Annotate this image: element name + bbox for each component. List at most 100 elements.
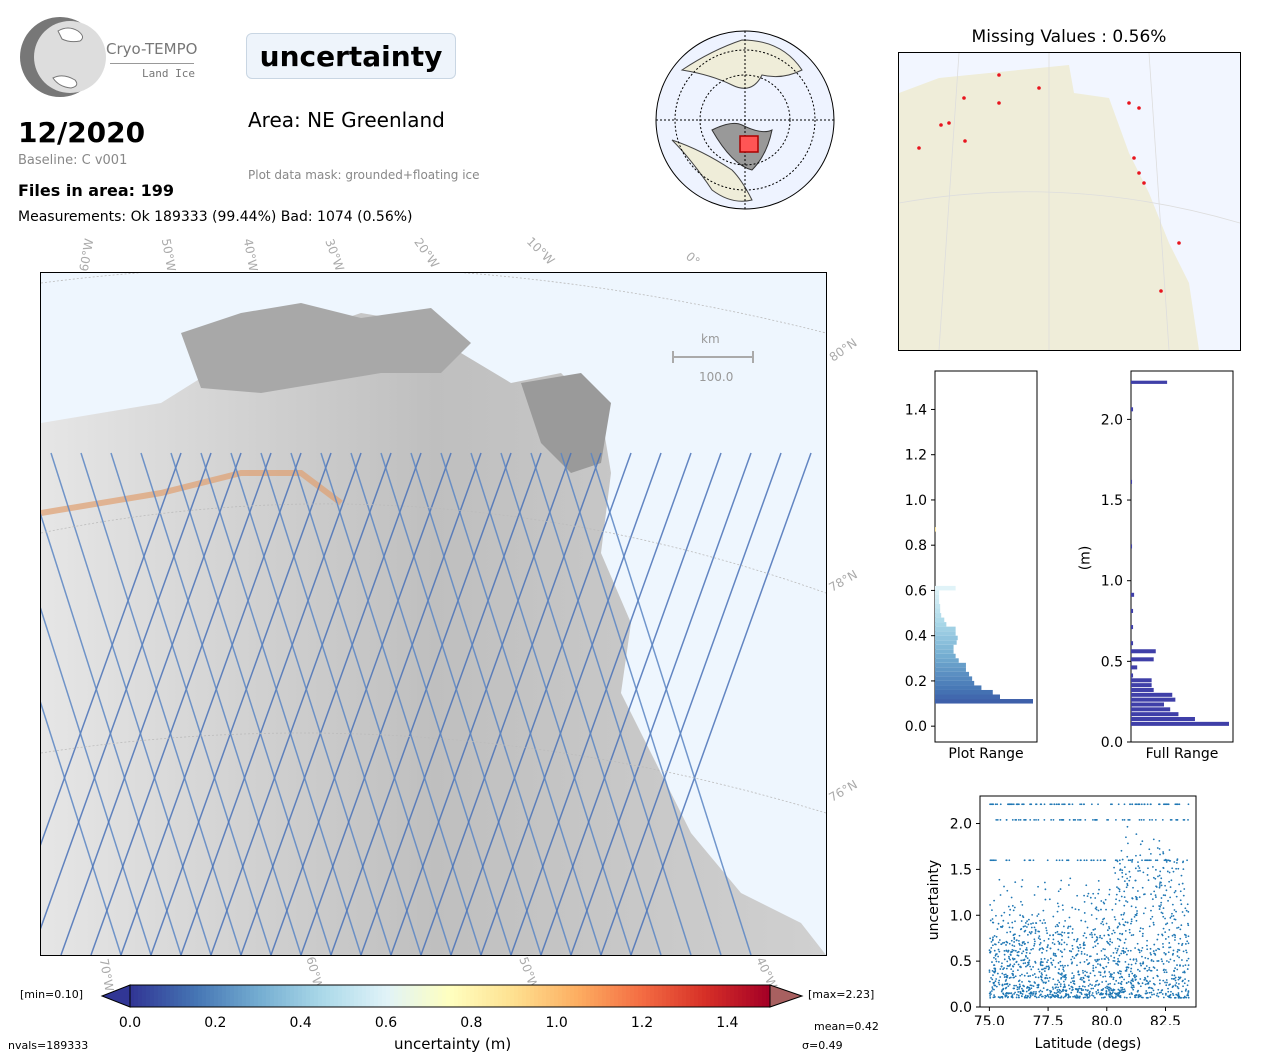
scatter-point bbox=[1016, 988, 1019, 991]
scatter-point bbox=[988, 992, 991, 995]
scatter-point bbox=[1052, 818, 1055, 821]
scatter-point bbox=[1171, 934, 1174, 937]
hist-bar bbox=[1131, 657, 1154, 662]
scatter-point bbox=[1187, 803, 1190, 806]
scatter-point bbox=[1082, 996, 1085, 999]
scatter-point bbox=[1123, 941, 1126, 944]
scatter-point bbox=[1025, 996, 1027, 999]
scatter-point bbox=[1186, 968, 1189, 970]
scatter-point bbox=[1135, 994, 1137, 996]
scatter-point bbox=[1121, 818, 1124, 821]
scatter-point bbox=[1023, 996, 1026, 998]
scatter-point bbox=[1174, 967, 1176, 970]
scatter-point bbox=[989, 994, 991, 997]
scatter-point bbox=[1120, 913, 1123, 916]
scatter-point bbox=[1094, 945, 1097, 948]
scatter-point bbox=[1187, 957, 1190, 960]
scatter-point bbox=[1106, 987, 1109, 990]
scatter-point bbox=[1084, 818, 1087, 821]
scatter-point bbox=[1169, 818, 1172, 821]
colorbar-segment bbox=[354, 985, 359, 1007]
scatter-point bbox=[1136, 910, 1138, 912]
scatter-point bbox=[1088, 955, 1091, 958]
scatter-point bbox=[1021, 803, 1023, 806]
scatter-point bbox=[1024, 942, 1026, 945]
colorbar-tick-label: 1.4 bbox=[716, 1015, 739, 1031]
scatter-point bbox=[1086, 926, 1089, 929]
scatter-point bbox=[1162, 946, 1165, 948]
scatter-point bbox=[991, 944, 994, 947]
scatter-point bbox=[1137, 982, 1140, 985]
colorbar-segment bbox=[234, 985, 239, 1007]
missing-point bbox=[947, 121, 951, 125]
scatter-point bbox=[1154, 859, 1157, 862]
scatter-point bbox=[1023, 985, 1025, 988]
colorbar-max-extend bbox=[769, 984, 804, 1008]
scatter-point bbox=[1056, 902, 1059, 905]
scatter-point bbox=[1174, 976, 1177, 979]
colorbar-segment bbox=[174, 985, 179, 1007]
scatter-point bbox=[1089, 983, 1092, 986]
scatter-point bbox=[1041, 951, 1043, 954]
scatter-point bbox=[1059, 985, 1062, 988]
scatter-point bbox=[1183, 914, 1186, 917]
scatter-point bbox=[1153, 952, 1156, 955]
track-line bbox=[240, 452, 422, 955]
scatter-point bbox=[1175, 895, 1178, 898]
scatter-point bbox=[1058, 933, 1061, 936]
scatter-point bbox=[1030, 987, 1033, 990]
scatter-point bbox=[1095, 960, 1098, 963]
scatter-point bbox=[1043, 881, 1046, 884]
scatter-point bbox=[1130, 922, 1132, 925]
scatter-point bbox=[1039, 942, 1042, 944]
scatter-point bbox=[1078, 987, 1081, 990]
scatter-point bbox=[1097, 892, 1100, 895]
scatter-point bbox=[1041, 964, 1044, 967]
scatter-point bbox=[1057, 979, 1059, 982]
scatter-point bbox=[1130, 905, 1133, 908]
scatter-point bbox=[1142, 927, 1144, 930]
scatter-point bbox=[1005, 949, 1008, 952]
scatter-point bbox=[1138, 951, 1141, 954]
scatter-point bbox=[1078, 996, 1080, 999]
scatter-point bbox=[1026, 949, 1028, 951]
track-line bbox=[450, 452, 632, 955]
scatter-point bbox=[1012, 970, 1015, 973]
track-line bbox=[290, 452, 452, 955]
scatter-point bbox=[1118, 859, 1121, 862]
colorbar-segment bbox=[474, 985, 479, 1007]
scatter-point bbox=[1158, 883, 1161, 885]
scatter-point bbox=[993, 970, 995, 973]
scatter-point bbox=[1170, 915, 1173, 918]
lat-label-78n: 78°N bbox=[826, 567, 860, 595]
hist-bar bbox=[935, 608, 941, 614]
scatter-point bbox=[1151, 993, 1153, 996]
hist-bar bbox=[935, 689, 993, 695]
colorbar-segment bbox=[294, 985, 299, 1007]
scatter-point bbox=[1005, 978, 1008, 981]
scatter-point bbox=[1139, 978, 1142, 980]
scatter-point bbox=[1141, 955, 1143, 958]
scatter-point bbox=[1004, 973, 1007, 976]
scatter-point bbox=[1062, 908, 1064, 911]
scatter-point bbox=[1087, 892, 1090, 895]
scatter-point bbox=[1066, 964, 1069, 967]
scatter-point bbox=[1083, 894, 1085, 897]
scatter-point bbox=[1077, 947, 1080, 950]
scatter-point bbox=[1111, 932, 1113, 935]
colorbar-segment bbox=[762, 985, 767, 1007]
scatter-point bbox=[1145, 965, 1148, 967]
scatter-point bbox=[999, 803, 1002, 806]
scatter-point bbox=[1117, 993, 1120, 996]
hist-plot-range-graphic: 0.00.20.40.60.81.01.21.4 bbox=[905, 370, 1038, 743]
scatter-point bbox=[1095, 992, 1098, 995]
scatter-point bbox=[1161, 993, 1164, 995]
scatter-point bbox=[1071, 928, 1074, 930]
scatter-point bbox=[1135, 914, 1138, 916]
scatter-point bbox=[1098, 958, 1100, 961]
scatter-point bbox=[1108, 893, 1111, 896]
scatter-point bbox=[1184, 964, 1187, 967]
scatter-point bbox=[1013, 976, 1016, 979]
scatter-point bbox=[1052, 988, 1055, 990]
scatter-point bbox=[1071, 955, 1074, 958]
